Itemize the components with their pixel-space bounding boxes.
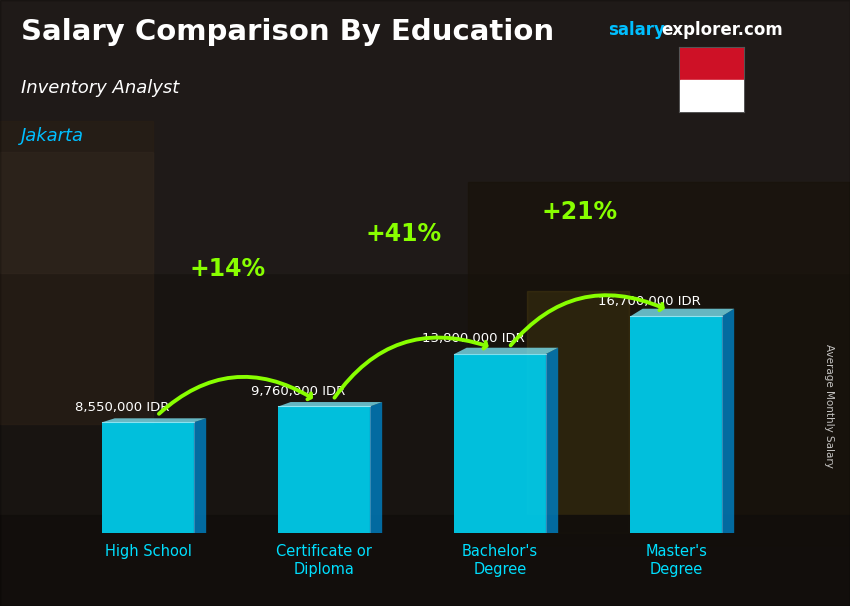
Text: 8,550,000 IDR: 8,550,000 IDR bbox=[75, 401, 169, 413]
Polygon shape bbox=[631, 308, 734, 316]
Text: 9,760,000 IDR: 9,760,000 IDR bbox=[251, 385, 345, 398]
Bar bbox=[680, 48, 744, 81]
Polygon shape bbox=[455, 354, 546, 533]
Text: 13,800,000 IDR: 13,800,000 IDR bbox=[422, 332, 525, 345]
Text: 16,700,000 IDR: 16,700,000 IDR bbox=[598, 295, 701, 308]
Text: +21%: +21% bbox=[541, 200, 617, 224]
Text: Average Monthly Salary: Average Monthly Salary bbox=[824, 344, 834, 468]
Bar bbox=[468, 182, 850, 545]
Text: Jakarta: Jakarta bbox=[21, 127, 84, 145]
Polygon shape bbox=[370, 402, 382, 533]
Polygon shape bbox=[631, 316, 722, 533]
Bar bbox=[0, 0, 850, 273]
Text: Inventory Analyst: Inventory Analyst bbox=[21, 79, 179, 97]
Polygon shape bbox=[278, 407, 370, 533]
Bar bbox=[527, 291, 629, 533]
Bar bbox=[0, 152, 153, 273]
Polygon shape bbox=[278, 402, 382, 407]
Text: explorer.com: explorer.com bbox=[661, 21, 783, 39]
Bar bbox=[0, 515, 850, 606]
Text: salary: salary bbox=[608, 21, 665, 39]
Text: Salary Comparison By Education: Salary Comparison By Education bbox=[21, 18, 554, 46]
Polygon shape bbox=[102, 418, 207, 422]
Text: +41%: +41% bbox=[366, 222, 441, 246]
Bar bbox=[0, 121, 153, 424]
Polygon shape bbox=[722, 308, 734, 533]
Bar bbox=[680, 81, 744, 112]
Polygon shape bbox=[546, 348, 558, 533]
Text: +14%: +14% bbox=[190, 256, 265, 281]
Polygon shape bbox=[194, 418, 207, 533]
Polygon shape bbox=[102, 422, 194, 533]
Polygon shape bbox=[455, 348, 558, 354]
